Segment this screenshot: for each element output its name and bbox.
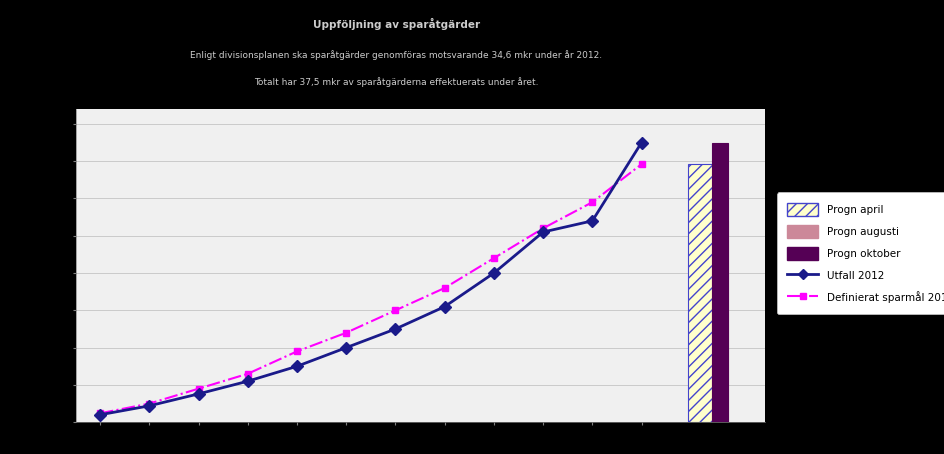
Text: Uppföljning av sparåtgärder: Uppföljning av sparåtgärder (312, 18, 480, 30)
Legend: Progn april, Progn augusti, Progn oktober, Utfall 2012, Definierat sparmål 2012: Progn april, Progn augusti, Progn oktobe… (777, 192, 944, 315)
Bar (713, 143, 729, 422)
Text: Totalt har 37,5 mkr av sparåtgärderna effektuerats under året.: Totalt har 37,5 mkr av sparåtgärderna ef… (254, 77, 539, 87)
Bar (713, 221, 729, 422)
Bar (688, 164, 713, 422)
Text: Enligt divisionsplanen ska sparåtgärder genomföras motsvarande 34,6 mkr under år: Enligt divisionsplanen ska sparåtgärder … (191, 50, 602, 60)
